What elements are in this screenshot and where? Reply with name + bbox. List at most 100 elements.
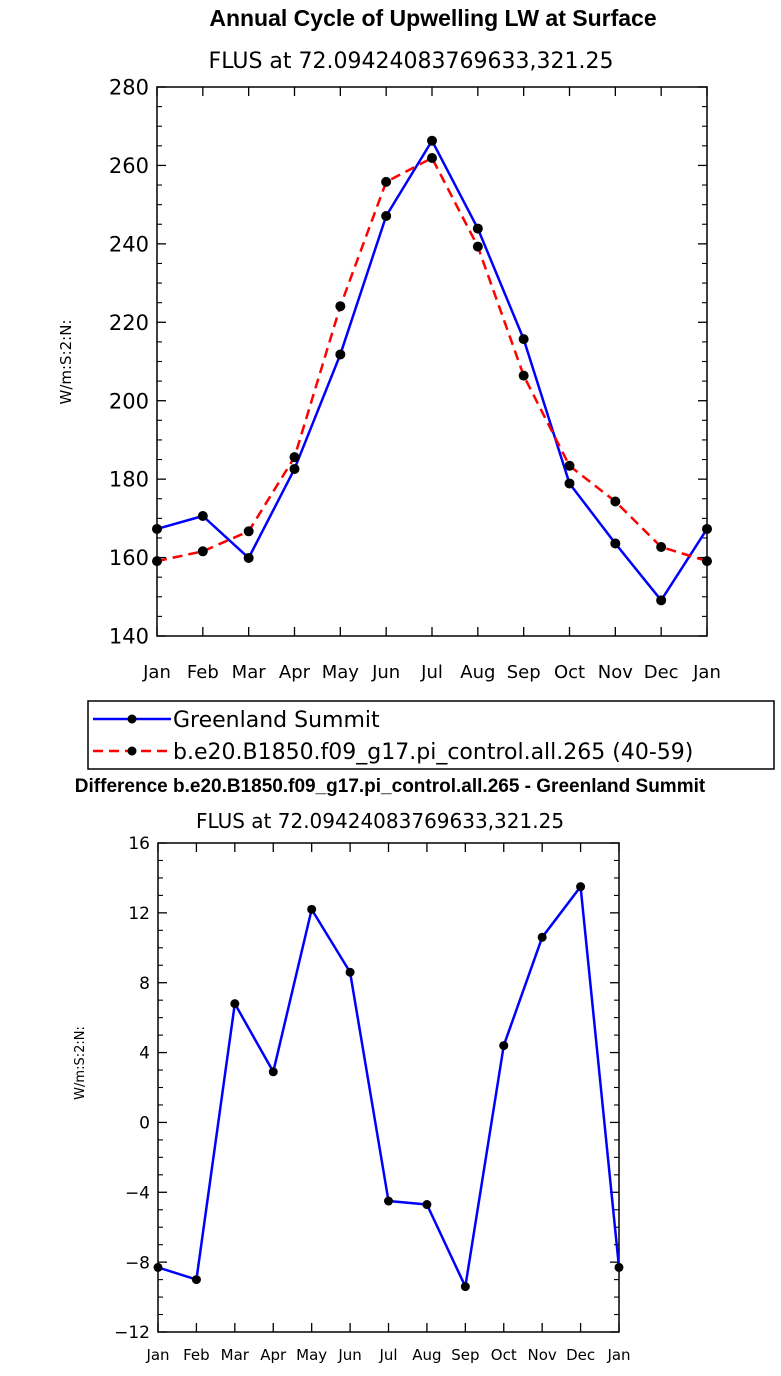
series-0-point [614,1262,624,1272]
y-tick-label: −4 [125,1183,150,1203]
bottom-chart: Difference b.e20.B1850.f09_g17.pi_contro… [73,776,706,1364]
chart1-y-axis-label: W/m:S:2:N: [57,320,75,405]
legend-marker-greenland-summit [127,714,137,724]
series-0-point [537,932,547,942]
chart2-title: Difference b.e20.B1850.f09_g17.pi_contro… [75,776,706,797]
chart2-subtitle: FLUS at 72.09424083769633,321.25 [196,809,564,833]
series-1-point [427,152,437,163]
series-0-point [230,999,240,1009]
series-0-point [384,1196,393,1206]
x-tick-label: Aug [412,1346,441,1364]
series-0-point [422,1200,432,1210]
series-1-point [702,556,712,567]
series-1-point [335,301,346,312]
top-chart: Annual Cycle of Upwelling LW at Surface … [57,5,775,770]
series-0-point [307,904,317,914]
series-0-point [268,1067,278,1077]
x-tick-label: Jan [692,662,721,683]
series-1-point [472,241,483,252]
y-tick-label: 0 [139,1114,150,1134]
x-tick-label: Jun [371,662,400,683]
plot-frame [157,842,620,1333]
series-0-point [152,523,162,534]
x-tick-label: Sep [451,1346,479,1364]
series-0-point [243,552,254,563]
y-tick-label: 200 [109,389,149,413]
x-tick-label: Feb [187,662,219,683]
series-0-point [427,135,437,146]
series-1-point [381,176,392,187]
x-tick-label: May [322,662,360,683]
series-1-point [243,526,254,537]
x-tick-label: Dec [644,662,679,683]
y-tick-label: 240 [109,232,149,256]
x-tick-label: Mar [232,662,267,683]
y-tick-label: 180 [109,468,149,492]
y-tick-label: 160 [109,546,149,570]
series-0-point [499,1041,509,1051]
series-1-point [518,370,529,381]
x-tick-label: Jan [606,1346,630,1364]
x-tick-label: Jul [378,1346,397,1364]
x-tick-label: Jan [145,1346,169,1364]
series-0-point [702,523,712,534]
legend-label-greenland-summit: Greenland Summit [173,708,380,733]
series-1-point [197,546,208,557]
legend-label-model: b.e20.B1850.f09_g17.pi_control.all.265 (… [173,740,693,765]
series-0-point [335,349,346,360]
series-0-point [197,511,208,522]
series-0-point [610,538,621,549]
series-1-point [564,460,575,471]
x-tick-label: Jun [337,1346,361,1364]
y-tick-label: 12 [128,904,150,924]
x-tick-label: May [296,1346,327,1364]
chart1-title: Annual Cycle of Upwelling LW at Surface [209,5,656,31]
x-tick-label: Aug [460,662,495,683]
series-0-point [472,223,483,234]
x-tick-label: Sep [507,662,541,683]
chart2-y-axis-label: W/m:S:2:N: [73,1026,88,1100]
x-tick-label: Jul [420,662,443,683]
series-line-0 [156,139,709,602]
y-tick-label: 16 [128,834,150,854]
x-tick-label: Apr [279,662,311,683]
series-0-point [289,463,300,474]
series-0-point [153,1262,163,1272]
y-tick-label: 4 [139,1044,150,1064]
series-0-point [576,882,586,892]
chart1-subtitle: FLUS at 72.09424083769633,321.25 [209,49,614,74]
x-tick-label: Nov [598,662,633,683]
y-tick-label: 260 [109,154,149,178]
series-line-1 [156,156,708,563]
y-tick-label: 8 [139,974,150,994]
y-tick-label: −8 [125,1253,150,1273]
x-tick-label: Oct [491,1346,517,1364]
series-0-point [381,211,392,222]
y-tick-label: 220 [109,311,149,335]
x-tick-label: Feb [183,1346,210,1364]
series-line-0 [157,885,621,1288]
legend-box [87,700,775,770]
y-tick-label: 140 [109,625,149,649]
series-0-point [564,478,575,489]
series-0-point [656,595,667,606]
series-0-point [191,1275,201,1285]
chart1-legend: Greenland Summit b.e20.B1850.f09_g17.pi_… [87,700,775,770]
series-1-point [656,541,667,552]
y-tick-label: −12 [114,1323,150,1343]
series-1-point [152,556,162,567]
x-tick-label: Jan [142,662,171,683]
series-1-point [289,452,300,463]
legend-marker-model [127,746,137,756]
series-0-point [518,334,529,345]
x-tick-label: Apr [260,1346,287,1364]
y-tick-label: 280 [109,76,149,100]
series-0-point [460,1282,470,1292]
series-1-point [610,496,621,507]
series-0-point [345,967,355,977]
x-tick-label: Nov [528,1346,557,1364]
x-tick-label: Oct [554,662,585,683]
x-tick-label: Mar [221,1346,250,1364]
x-tick-label: Dec [566,1346,595,1364]
